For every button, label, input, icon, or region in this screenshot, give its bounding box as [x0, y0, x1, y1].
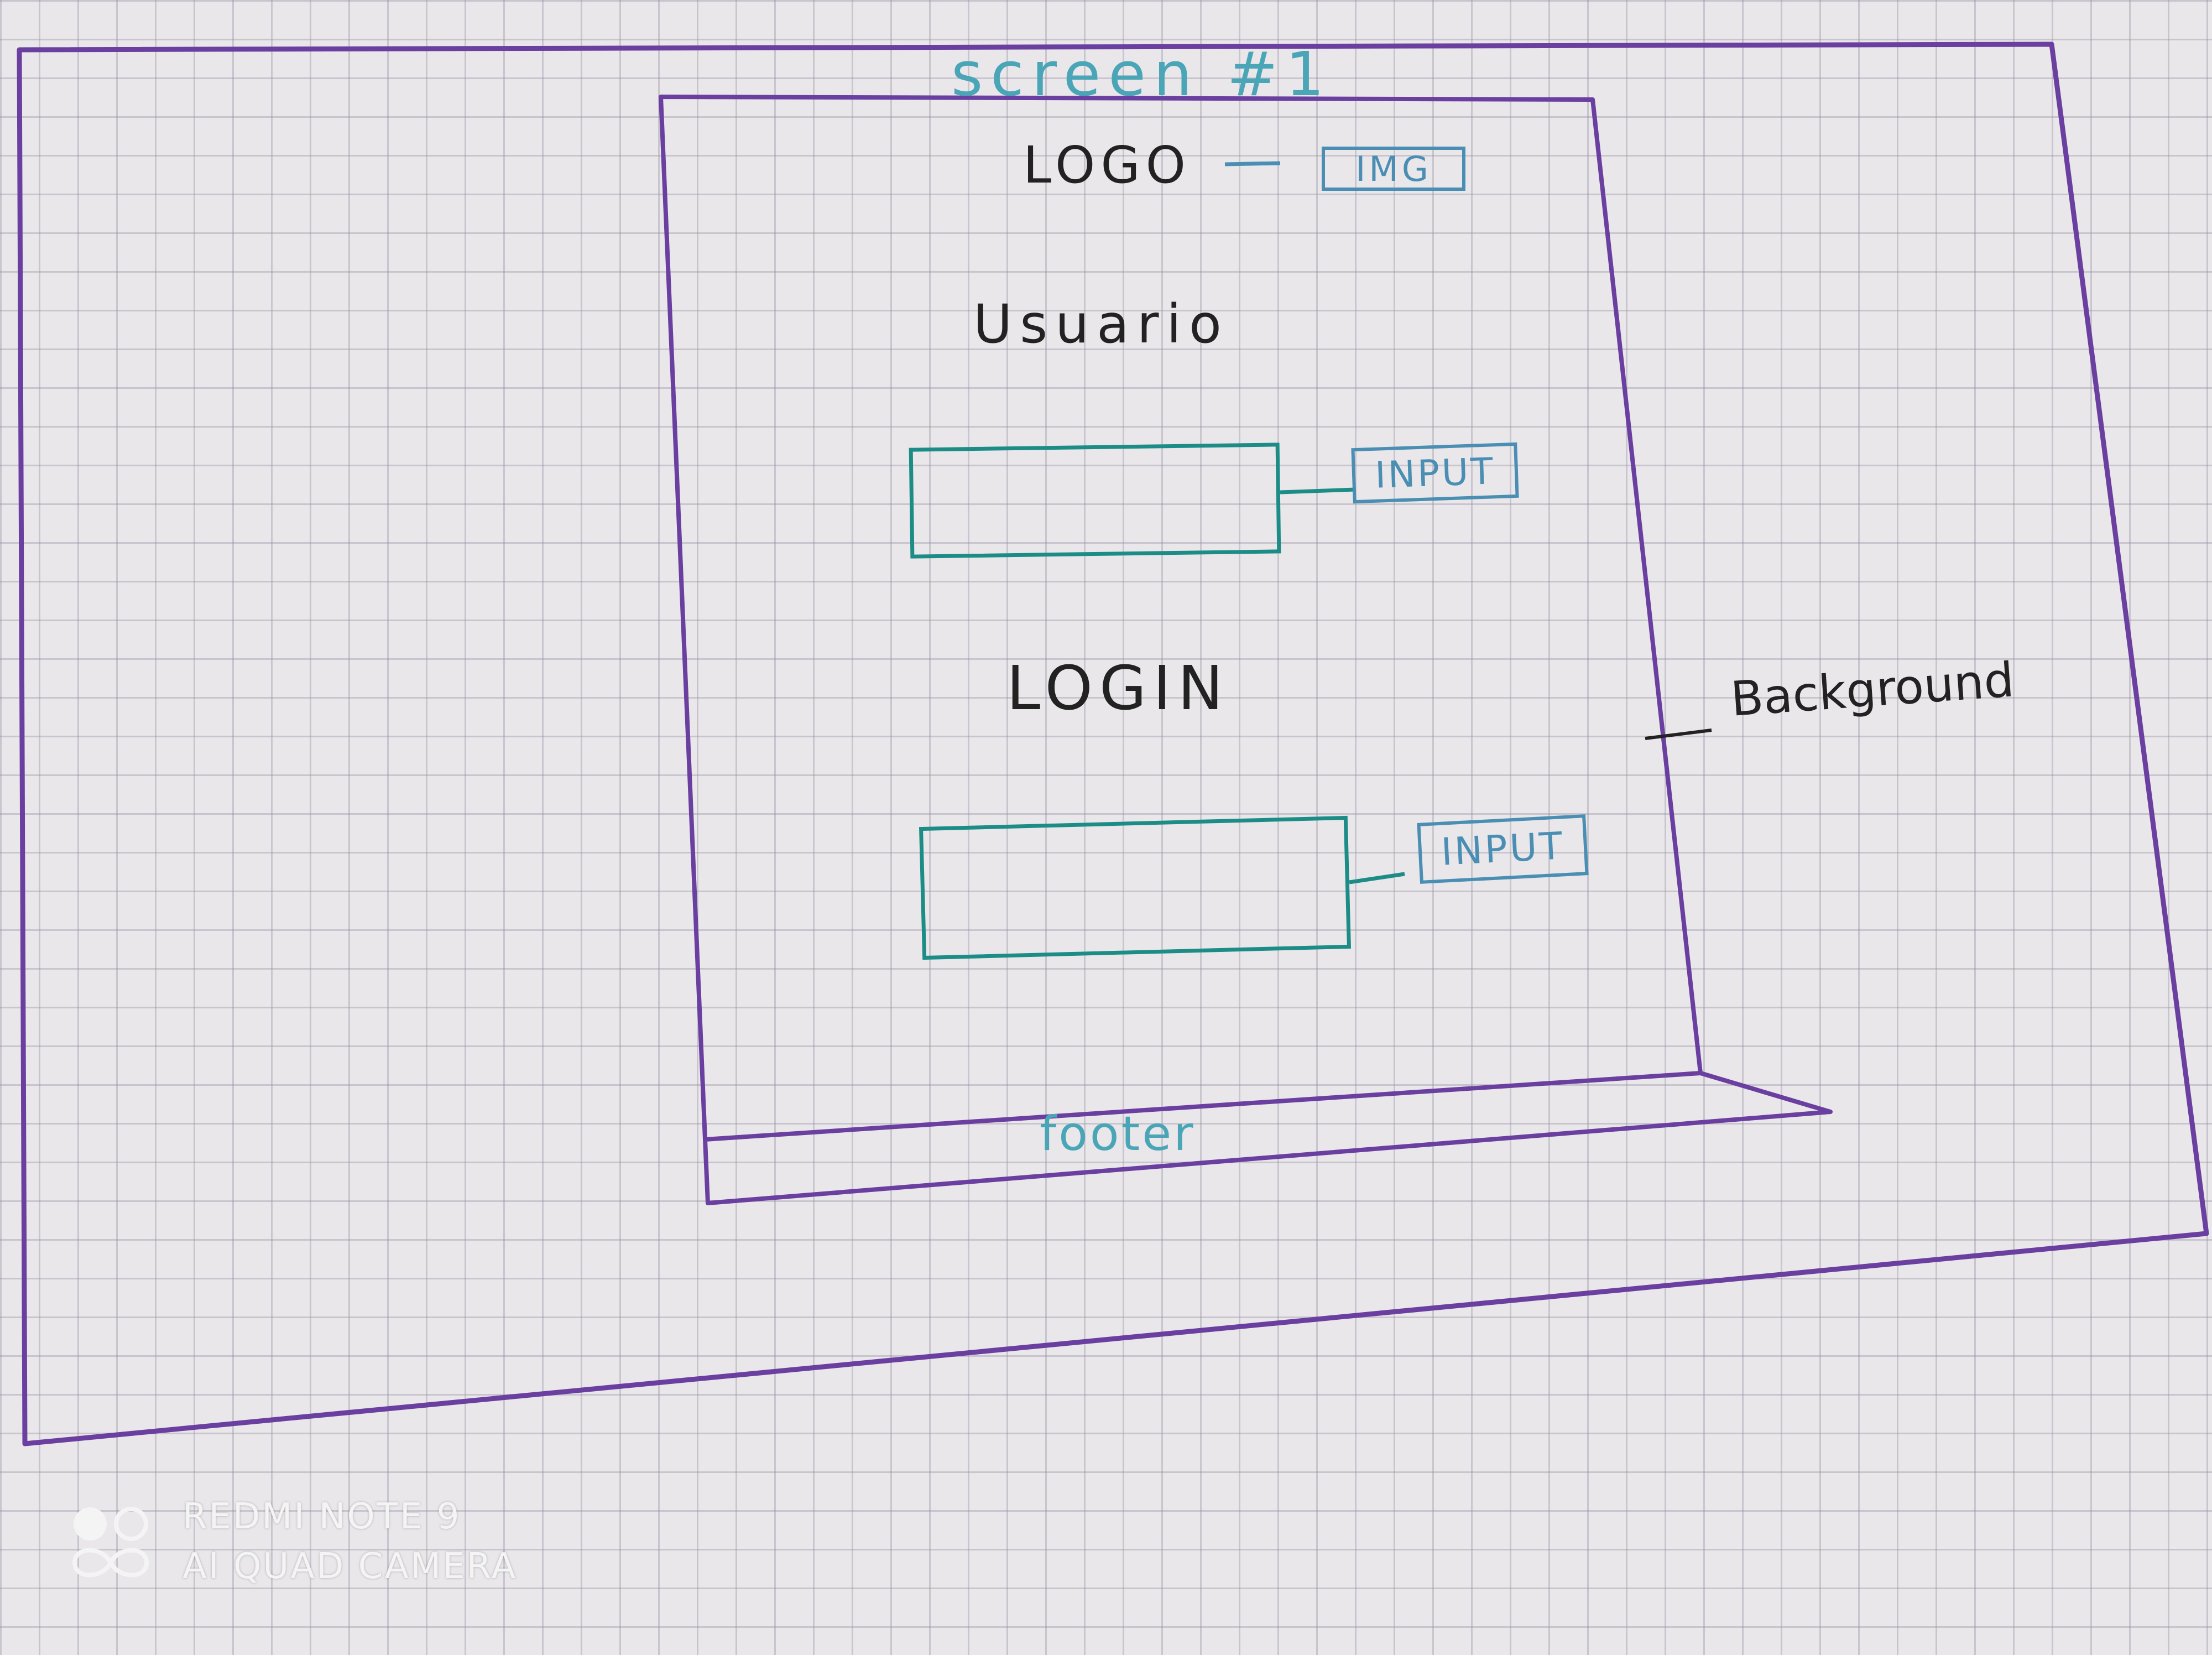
background-frame: [17, 41, 2209, 1446]
watermark-camera: AI QUAD CAMERA: [182, 1546, 518, 1587]
footer-frame: [703, 1071, 1833, 1205]
screen-frame: [659, 95, 1703, 1142]
background-connector: [1645, 728, 1712, 740]
input-tag-1: INPUT: [1351, 442, 1519, 504]
login-label: LOGIN: [1006, 653, 1230, 724]
footer-label: footer: [1040, 1106, 1196, 1162]
logo-connector: [1224, 161, 1281, 166]
img-tag: IMG: [1322, 147, 1465, 191]
input1-connector: [1280, 487, 1355, 495]
usuario-label: Usuario: [973, 293, 1229, 355]
logo-placeholder: LOGO: [1023, 136, 1192, 195]
input-tag-2: INPUT: [1417, 814, 1589, 884]
screen-title: screen #1: [951, 39, 1332, 110]
login-input-sketch[interactable]: [919, 815, 1352, 960]
usuario-input-sketch[interactable]: [909, 443, 1281, 559]
watermark-model: REDMI NOTE 9: [182, 1496, 461, 1537]
camera-logo-icon: [72, 1507, 149, 1578]
input2-connector: [1349, 872, 1405, 884]
